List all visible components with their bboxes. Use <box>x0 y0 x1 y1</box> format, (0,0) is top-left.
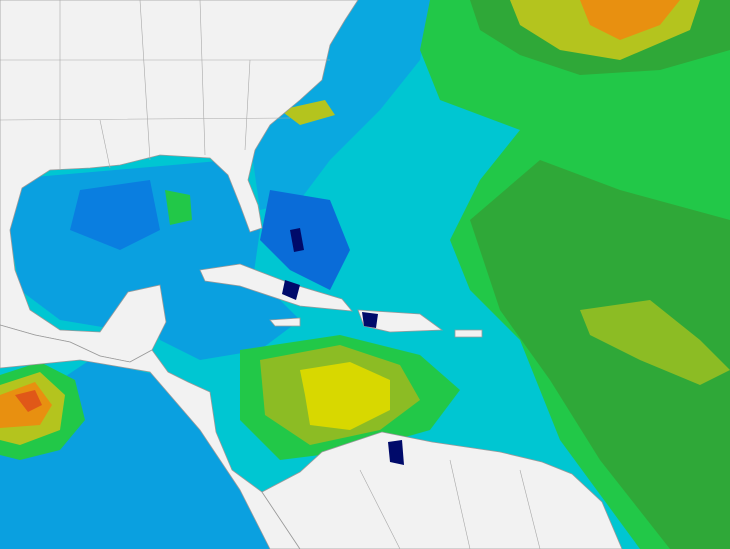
pacific-red <box>15 390 42 412</box>
south-america <box>261 431 623 549</box>
bahamas-blue <box>260 190 350 290</box>
atlantic-dark-green <box>470 160 730 549</box>
north-orange <box>580 0 680 40</box>
cuba <box>199 263 353 312</box>
carolina-blob <box>280 100 335 125</box>
jamaica <box>269 317 301 327</box>
country-borders <box>359 459 541 549</box>
coastal-dark <box>362 312 378 328</box>
gulf-deep-blue <box>70 180 160 250</box>
coastal-dark <box>290 228 304 252</box>
state-borders <box>0 0 330 170</box>
atlantic-streak <box>580 300 730 385</box>
hispaniola <box>357 309 444 333</box>
puerto-rico <box>454 329 483 338</box>
coastal-dark <box>388 440 404 465</box>
caribbean-blue <box>150 280 300 360</box>
caribbean-yellow <box>300 362 390 430</box>
central-america <box>0 324 301 549</box>
gulf-green <box>165 190 192 225</box>
coastal-dark <box>282 280 300 300</box>
